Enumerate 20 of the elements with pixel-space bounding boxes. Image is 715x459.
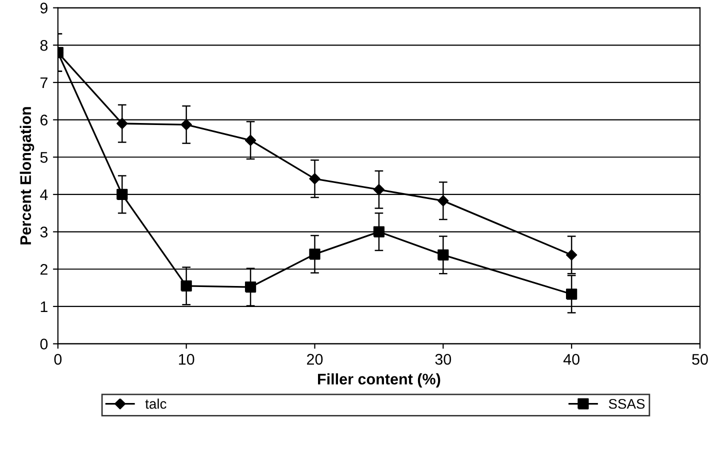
x-tick-label: 10: [179, 354, 194, 365]
y-axis-title: Percent Elongation: [20, 107, 34, 244]
legend-label: talc: [145, 398, 166, 409]
y-tick-label: 9: [40, 2, 48, 14]
y-tick-label: 7: [40, 77, 48, 88]
legend-label: SSAS: [608, 398, 645, 409]
x-tick-label: 30: [435, 354, 452, 365]
x-axis-title: Filler content (%): [318, 373, 440, 388]
x-tick-label: 20: [307, 354, 323, 365]
x-tick-label: 0: [54, 354, 62, 365]
y-tick-label: 6: [40, 114, 48, 126]
y-tick-label: 5: [40, 152, 48, 163]
y-tick-label: 3: [40, 226, 48, 238]
x-tick-label: 50: [692, 354, 708, 365]
y-tick-label: 2: [40, 264, 48, 275]
y-tick-label: 1: [40, 301, 48, 312]
x-tick-label: 40: [563, 354, 580, 365]
y-tick-label: 4: [40, 189, 48, 200]
y-tick-label: 0: [40, 338, 48, 350]
y-tick-label: 8: [40, 40, 48, 51]
